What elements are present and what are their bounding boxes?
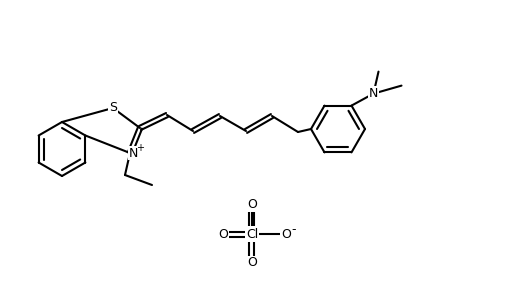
Text: +: + [136,143,144,153]
Text: S: S [109,100,117,114]
Text: N: N [369,87,378,100]
Text: -: - [292,223,296,236]
Text: N: N [128,146,138,160]
Text: O: O [281,227,291,240]
Text: O: O [218,227,228,240]
Text: O: O [247,257,257,270]
Text: Cl: Cl [246,227,258,240]
Text: O: O [247,199,257,212]
